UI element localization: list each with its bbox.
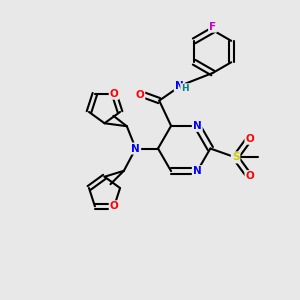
Text: N: N: [193, 121, 202, 131]
Text: O: O: [245, 171, 254, 181]
Text: H: H: [181, 84, 189, 93]
Text: N: N: [193, 166, 202, 176]
Text: O: O: [245, 134, 254, 144]
Text: N: N: [131, 143, 140, 154]
Text: F: F: [209, 22, 216, 32]
Text: O: O: [110, 89, 118, 99]
Text: N: N: [175, 81, 184, 91]
Text: O: O: [110, 201, 118, 211]
Text: S: S: [232, 152, 239, 162]
Text: O: O: [136, 90, 144, 100]
